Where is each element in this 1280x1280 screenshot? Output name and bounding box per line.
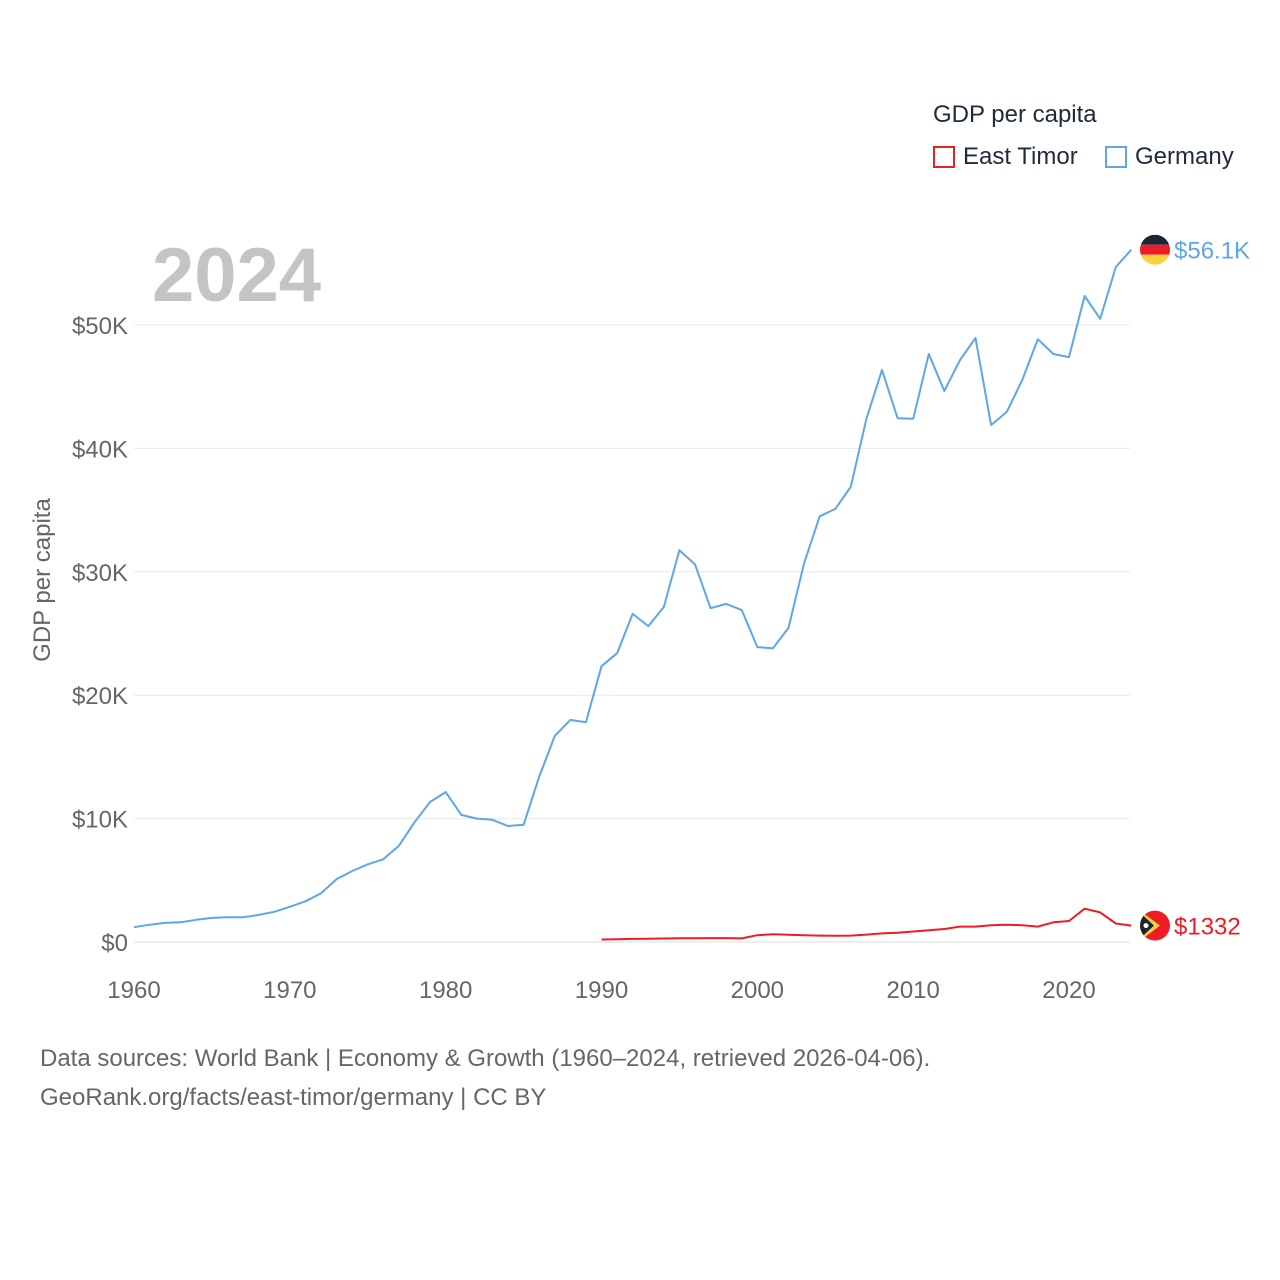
y-axis-label: GDP per capita	[29, 498, 56, 662]
x-tick-label: 1970	[263, 977, 316, 1004]
x-tick-label: 2010	[886, 977, 939, 1004]
year-label: 2024	[152, 233, 322, 318]
x-tick-label: 2000	[731, 977, 784, 1004]
legend-label: East Timor	[963, 143, 1078, 170]
legend-item-germany[interactable]: Germany	[1105, 143, 1234, 171]
series-line-east-timor	[601, 907, 1132, 941]
x-tick-label: 1980	[419, 977, 472, 1004]
series-line-germany	[133, 249, 1133, 929]
legend-label: Germany	[1135, 143, 1234, 170]
end-value-label: $56.1K	[1174, 238, 1250, 265]
legend-swatch	[933, 146, 955, 168]
y-tick-label: $40K	[72, 436, 128, 463]
y-tick-label: $50K	[72, 313, 128, 340]
legend-title: GDP per capita	[933, 101, 1097, 128]
y-tick-label: $30K	[72, 560, 128, 587]
germany-flag-icon	[1140, 234, 1170, 265]
legend-swatch	[1105, 146, 1127, 168]
footer-credit: GeoRank.org/facts/east-timor/germany | C…	[40, 1084, 547, 1111]
y-tick-label: $10K	[72, 807, 128, 834]
y-tick-label: $20K	[72, 683, 128, 710]
legend-item-east-timor[interactable]: East Timor	[933, 143, 1078, 171]
y-tick-label: $0	[101, 930, 128, 957]
east-timor-flag-icon	[1140, 910, 1170, 941]
x-tick-label: 2020	[1042, 977, 1095, 1004]
end-value-label: $1332	[1174, 914, 1241, 941]
x-tick-label: 1960	[107, 977, 160, 1004]
x-tick-label: 1990	[575, 977, 628, 1004]
footer-sources: Data sources: World Bank | Economy & Gro…	[40, 1045, 931, 1072]
